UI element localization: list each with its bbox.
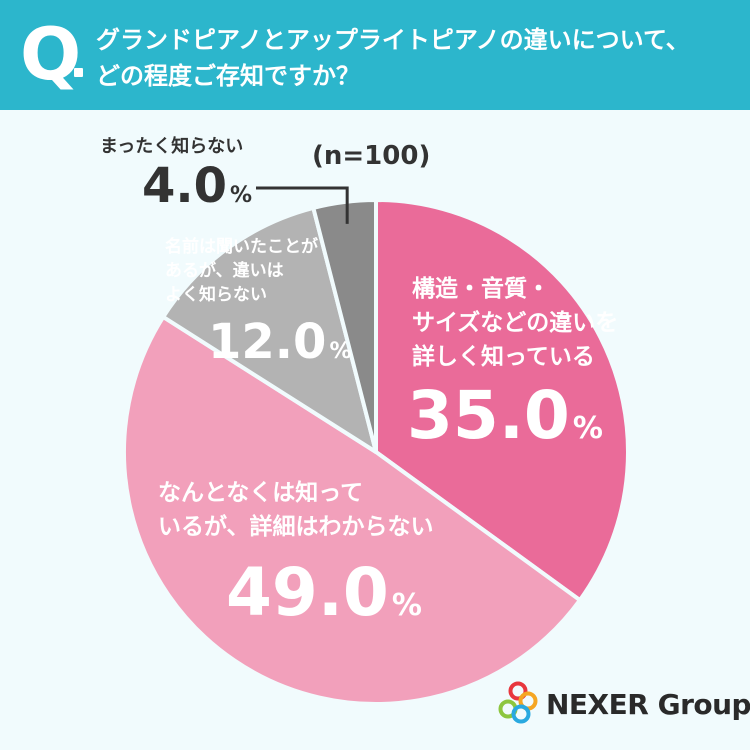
pie-slice-no-knowledge bbox=[311, 198, 378, 454]
slice-label-detailed-knowledge: 構造・音質・サイズなどの違いを詳しく知っている bbox=[412, 275, 618, 370]
slice-value-vague-knowledge: 49.0% bbox=[226, 554, 422, 631]
slice-label-no-knowledge: まったく知らない bbox=[100, 135, 243, 157]
brand-name: NEXER Group bbox=[546, 688, 750, 721]
nexer-logo-icon bbox=[498, 681, 538, 724]
pie-slice-detailed-knowledge bbox=[374, 198, 630, 603]
slice-label-line: まったく知らない bbox=[100, 135, 243, 157]
slice-label-vague-knowledge: なんとなくは知っているが、詳細はわからない bbox=[158, 479, 434, 540]
slice-label-line: なんとなくは知って bbox=[158, 479, 363, 506]
slice-label-name-only: 名前は聞いたことがあるが、違いはよく知らない bbox=[165, 236, 318, 305]
logo-ring-red bbox=[508, 681, 528, 701]
slice-label-line: 詳しく知っている bbox=[412, 343, 595, 370]
slice-value-number: 4.0 bbox=[142, 158, 227, 214]
logo-ring-blue bbox=[511, 704, 531, 724]
slice-label-line: サイズなどの違いを bbox=[412, 309, 618, 336]
slice-value-detailed-knowledge: 35.0% bbox=[407, 377, 603, 454]
slice-value-number: 49.0 bbox=[226, 554, 389, 631]
q-mark-dot bbox=[74, 68, 83, 77]
slice-value-percent: % bbox=[392, 588, 422, 623]
question-text: グランドピアノとアップライトピアノの違いについて、 どの程度ご存知ですか？ bbox=[96, 22, 736, 94]
slice-value-number: 35.0 bbox=[407, 377, 570, 454]
sample-size-label: (n=100) bbox=[312, 141, 430, 171]
slice-value-name-only: 12.0% bbox=[208, 314, 351, 370]
pie-slice-vague-knowledge bbox=[122, 314, 582, 706]
pie-slice-name-only bbox=[161, 205, 378, 454]
slice-value-percent: % bbox=[329, 339, 351, 364]
slice-value-percent: % bbox=[230, 183, 252, 208]
slice-value-number: 12.0 bbox=[208, 314, 326, 370]
slice-label-line: 名前は聞いたことが bbox=[165, 236, 318, 257]
callout-leader-line bbox=[256, 186, 349, 224]
slice-label-line: いるが、詳細はわからない bbox=[158, 513, 434, 540]
q-mark: Q bbox=[20, 12, 82, 96]
slice-label-line: あるが、違いは bbox=[165, 260, 284, 281]
slice-label-line: 構造・音質・ bbox=[412, 275, 550, 302]
slice-value-percent: % bbox=[573, 411, 603, 446]
slice-value-no-knowledge: 4.0% bbox=[142, 158, 252, 214]
question-header: Q グランドピアノとアップライトピアノの違いについて、 どの程度ご存知ですか？ bbox=[0, 0, 750, 110]
question-line-2: どの程度ご存知ですか？ bbox=[96, 62, 360, 90]
slice-label-line: よく知らない bbox=[165, 284, 267, 305]
question-line-1: グランドピアノとアップライトピアノの違いについて、 bbox=[96, 26, 690, 54]
